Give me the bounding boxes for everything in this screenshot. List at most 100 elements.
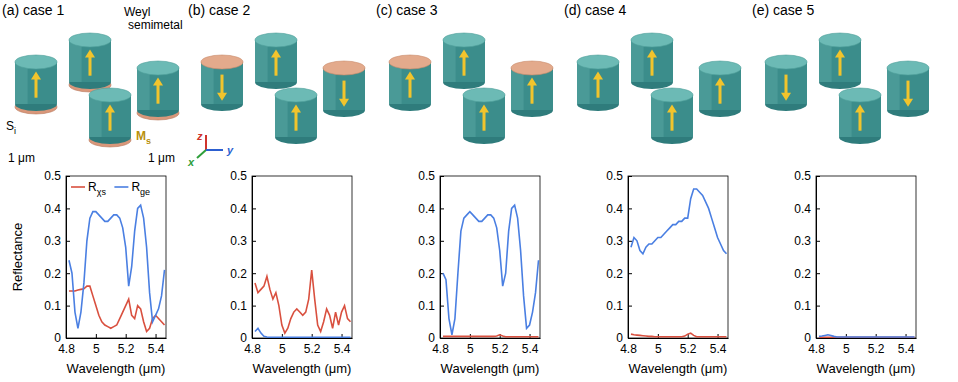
tick: 0.5	[606, 169, 632, 183]
tick-label: 0.4	[606, 202, 623, 216]
pillar-top	[463, 88, 505, 102]
tick: 0.5	[230, 169, 256, 183]
arrow-head	[291, 105, 301, 113]
tick-mark	[816, 176, 820, 177]
tick-mark	[628, 306, 632, 307]
series-line	[819, 335, 915, 337]
y-axis-title: Reflectance	[10, 223, 25, 292]
plot-area	[69, 205, 165, 331]
plot-area	[819, 335, 915, 338]
tick-mark	[816, 273, 820, 274]
tick-label: 0.3	[418, 234, 435, 248]
tick-label: 0	[54, 331, 61, 345]
tick-mark	[628, 338, 632, 339]
pillar-top	[887, 61, 929, 75]
plot-frame	[440, 176, 540, 338]
magnetization-arrow	[35, 79, 38, 98]
pillar-top	[631, 33, 673, 47]
axes-triad: zxy	[187, 130, 234, 168]
tick-label: 0.2	[606, 267, 623, 281]
arrow-head	[217, 93, 227, 101]
arrow-head	[459, 50, 469, 58]
tick-label: 0	[428, 331, 435, 345]
panel-title: (c) case 3	[376, 2, 438, 18]
tick-mark	[816, 241, 820, 242]
pillar	[89, 88, 131, 147]
tick-label: 5.2	[304, 342, 321, 356]
pillar-top	[15, 55, 57, 69]
tick-mark	[66, 241, 70, 242]
tick-mark	[252, 338, 256, 339]
tick: 0.2	[794, 267, 820, 281]
tick-mark	[252, 208, 256, 209]
pillar	[887, 61, 929, 117]
axis-line	[253, 338, 353, 339]
tick-label: 5.2	[118, 342, 135, 356]
tick-label: 0	[804, 331, 811, 345]
panel: (e) case 54.855.25.400.10.20.30.40.5Wave…	[752, 2, 917, 376]
tick-mark	[628, 208, 632, 209]
magnetization-arrow	[907, 81, 910, 100]
tick-label: 0.1	[230, 299, 247, 313]
tick-label: 0.3	[44, 234, 61, 248]
illustration	[577, 33, 741, 144]
tick-label: 0.4	[44, 202, 61, 216]
x-axis: 4.855.25.4	[808, 334, 916, 356]
illustration-labels: WeylsemimetalSiMs1 μm1 μm	[6, 5, 183, 165]
pillar-top	[137, 61, 179, 75]
figure: WeylsemimetalSiMs1 μm1 μmzxy(a) case 14.…	[0, 0, 958, 382]
tick: 0.1	[230, 299, 256, 313]
tick-mark	[440, 241, 444, 242]
tick-label: 0.3	[606, 234, 623, 248]
tick-label: 5.2	[680, 342, 697, 356]
tick-label: 0.2	[418, 267, 435, 281]
tick: 0.4	[230, 202, 256, 216]
panel: (a) case 14.855.25.400.10.20.30.40.5Wave…	[2, 2, 167, 376]
axis-line	[628, 177, 629, 339]
tick-label: 0.4	[230, 202, 247, 216]
tick-label: 5.2	[492, 342, 509, 356]
tick: 0.2	[44, 267, 70, 281]
plot-frame	[628, 176, 728, 338]
tick-label: 0.5	[606, 169, 623, 183]
tick-mark	[440, 306, 444, 307]
legend-label: Rχs	[88, 180, 106, 197]
tick-label: 5	[843, 342, 850, 356]
magnetization-arrow	[221, 75, 224, 94]
pillar	[699, 61, 741, 117]
tick: 0.1	[44, 299, 70, 313]
tick: 0.4	[794, 202, 820, 216]
arrow-head	[405, 72, 415, 80]
axis-line	[629, 338, 729, 339]
series-line	[631, 333, 727, 337]
tick: 0.1	[794, 299, 820, 313]
tick: 5	[467, 334, 474, 356]
pillar	[389, 55, 431, 111]
tick-label: 0.4	[794, 202, 811, 216]
tick-mark	[96, 334, 97, 338]
illustration	[201, 33, 365, 144]
y-axis: 0 0.1 0.2 0.3 0.4 0.5	[44, 169, 70, 345]
series-line	[443, 205, 539, 335]
tick-mark	[252, 241, 256, 242]
tick-label: 0.5	[794, 169, 811, 183]
tick-label: 0.2	[794, 267, 811, 281]
magnetization-arrow	[275, 57, 278, 76]
pillar-top	[819, 33, 861, 47]
arrow-head	[667, 105, 677, 113]
tick-mark	[66, 176, 70, 177]
tick: 5	[93, 334, 100, 356]
arrow-head	[85, 50, 95, 58]
tick: 0.5	[44, 169, 70, 183]
tick-mark	[66, 273, 70, 274]
tick: 0.4	[606, 202, 632, 216]
panel-title: (b) case 2	[188, 2, 250, 18]
pillar-top	[275, 88, 317, 102]
pillar-top	[389, 55, 431, 69]
panel-title: (d) case 4	[564, 2, 626, 18]
pillar	[631, 33, 673, 89]
plot-frame	[66, 176, 166, 338]
arrow-head	[105, 105, 115, 113]
series-line	[255, 328, 351, 337]
magnetization-arrow	[651, 57, 654, 76]
